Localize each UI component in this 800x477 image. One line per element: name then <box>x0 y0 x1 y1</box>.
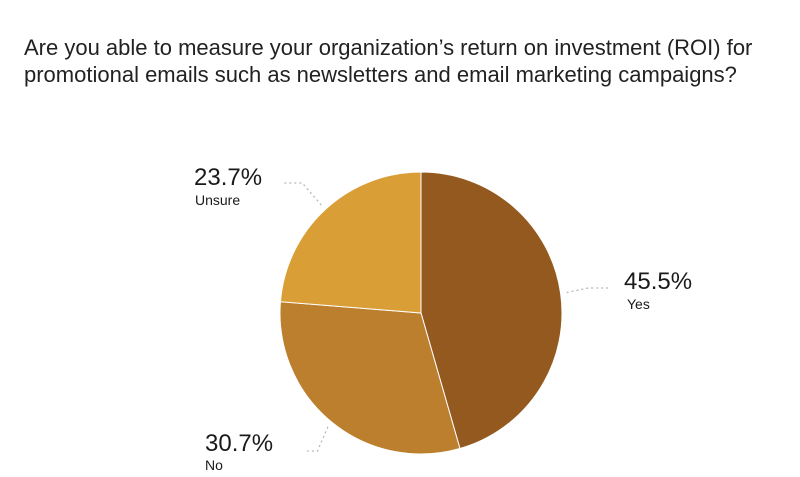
leader-line-unsure <box>283 182 322 206</box>
slice-category-label-no: No <box>205 457 223 473</box>
leader-line-yes <box>566 287 610 294</box>
leader-lines <box>283 182 610 452</box>
chart-title: Are you able to measure your organizatio… <box>24 35 753 87</box>
slice-category-label-unsure: Unsure <box>195 192 240 208</box>
pie-slice-unsure <box>279 171 422 314</box>
pie-slice-no <box>279 301 461 455</box>
pie-slices <box>279 171 563 455</box>
leader-line-no <box>307 426 329 452</box>
slice-category-label-yes: Yes <box>627 296 650 312</box>
slice-value-label-no: 30.7% <box>205 430 273 457</box>
slice-value-label-unsure: 23.7% <box>194 164 262 191</box>
pie-slice-yes <box>420 171 563 450</box>
slice-value-label-yes: 45.5% <box>624 268 692 295</box>
